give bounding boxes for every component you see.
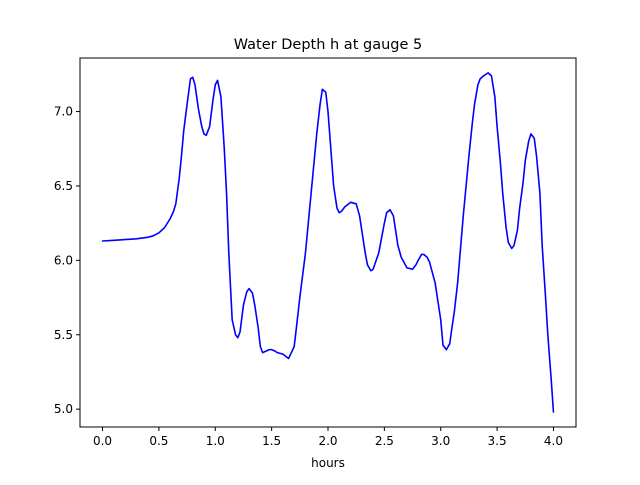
x-tick-label: 4.0 — [544, 434, 563, 448]
y-axis: 5.0 5.5 6.0 6.5 7.0 — [54, 105, 80, 416]
y-tick-label: 5.5 — [54, 328, 73, 342]
x-axis: 0.0 0.5 1.0 1.5 2.0 2.5 3.0 3.5 4.0 — [93, 427, 563, 448]
chart-title: Water Depth h at gauge 5 — [234, 37, 422, 53]
y-tick-label: 5.0 — [54, 402, 73, 416]
x-tick-label: 2.0 — [318, 434, 337, 448]
x-axis-label: hours — [311, 456, 345, 470]
x-tick-label: 1.0 — [206, 434, 225, 448]
x-tick-label: 3.5 — [488, 434, 507, 448]
y-tick-label: 7.0 — [54, 105, 73, 119]
series-line — [101, 72, 555, 413]
y-tick-label: 6.5 — [54, 179, 73, 193]
plot-area — [101, 72, 555, 413]
y-tick-label: 6.0 — [54, 253, 73, 267]
x-tick-label: 3.0 — [431, 434, 450, 448]
x-tick-label: 0.0 — [93, 434, 112, 448]
x-tick-label: 1.5 — [262, 434, 281, 448]
x-tick-label: 2.5 — [375, 434, 394, 448]
x-tick-label: 0.5 — [149, 434, 168, 448]
